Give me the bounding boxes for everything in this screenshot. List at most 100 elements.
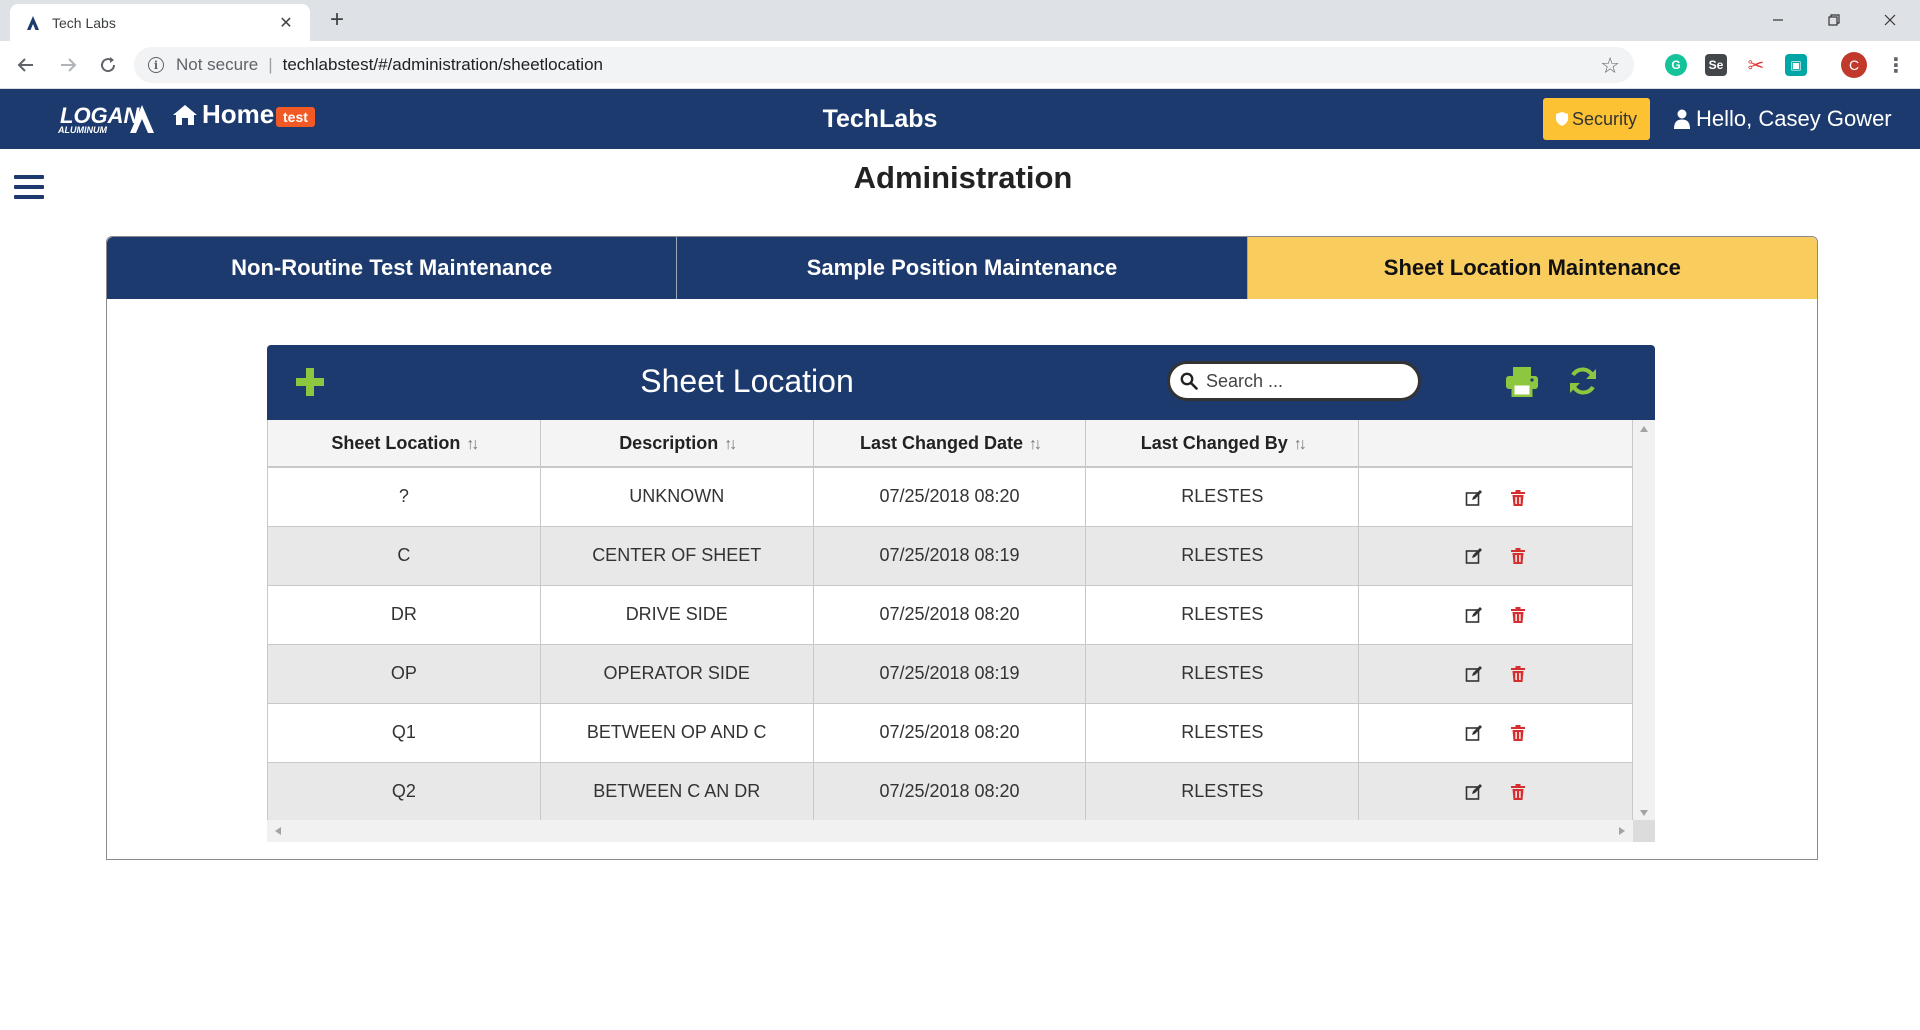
reload-icon[interactable]	[94, 51, 122, 79]
table-row[interactable]: OP OPERATOR SIDE 07/25/2018 08:19 RLESTES	[267, 644, 1633, 704]
edit-icon[interactable]	[1465, 489, 1483, 507]
tab-sheet-location-maintenance[interactable]: Sheet Location Maintenance	[1247, 237, 1817, 299]
cell-last-changed-by: RLESTES	[1085, 526, 1360, 586]
scissors-icon[interactable]: ✂	[1747, 54, 1765, 77]
cell-last-changed-date: 07/25/2018 08:20	[813, 762, 1087, 822]
search-input[interactable]	[1206, 370, 1396, 392]
back-arrow-icon[interactable]	[12, 51, 40, 79]
delete-icon[interactable]	[1509, 489, 1527, 507]
vertical-scrollbar[interactable]	[1633, 420, 1655, 820]
delete-icon[interactable]	[1509, 547, 1527, 565]
table-row[interactable]: Q1 BETWEEN OP AND C 07/25/2018 08:20 RLESTE…	[267, 703, 1633, 763]
cell-actions	[1358, 762, 1633, 822]
selenium-icon[interactable]: Se	[1705, 54, 1727, 76]
close-tab-icon[interactable]: ✕	[279, 14, 293, 32]
browser-tabstrip: Tech Labs ✕ +	[0, 0, 1920, 41]
user-greeting[interactable]: Hello, Casey Gower	[1674, 106, 1892, 132]
profile-avatar[interactable]: C	[1841, 52, 1867, 78]
column-header-last-changed-date[interactable]: Last Changed Date ↑↓	[813, 420, 1087, 468]
cell-last-changed-date: 07/25/2018 08:19	[813, 644, 1087, 704]
delete-icon[interactable]	[1509, 606, 1527, 624]
scroll-right-arrow-icon[interactable]	[1619, 827, 1625, 835]
table-row[interactable]: ? UNKNOWN 07/25/2018 08:20 RLESTES	[267, 467, 1633, 527]
cell-sheet-location: ?	[267, 467, 541, 527]
search-box[interactable]	[1167, 361, 1421, 401]
cell-actions	[1358, 703, 1633, 763]
hamburger-menu-icon[interactable]	[14, 175, 44, 201]
cell-actions	[1358, 467, 1633, 527]
column-header-actions	[1358, 420, 1633, 468]
cell-sheet-location: Q2	[267, 762, 541, 822]
add-icon[interactable]	[295, 367, 325, 397]
sheet-location-grid: Sheet Location	[267, 345, 1655, 845]
table-header-row: Sheet Location ↑↓ Description ↑↓ Last Chan…	[267, 420, 1633, 468]
refresh-icon[interactable]	[1567, 365, 1599, 397]
delete-icon[interactable]	[1509, 724, 1527, 742]
search-icon	[1180, 372, 1198, 390]
scroll-up-arrow-icon[interactable]	[1640, 426, 1648, 432]
tab-sample-position-maintenance[interactable]: Sample Position Maintenance	[677, 237, 1248, 299]
table-row[interactable]: DR DRIVE SIDE 07/25/2018 08:20 RLESTES	[267, 585, 1633, 645]
sheet-location-table: Sheet Location ↑↓ Description ↑↓ Last Chan…	[267, 420, 1633, 822]
window-close-icon[interactable]	[1862, 0, 1918, 40]
cell-last-changed-by: RLESTES	[1085, 762, 1360, 822]
admin-tabs: Non-Routine Test Maintenance Sample Posi…	[107, 237, 1817, 299]
minimize-icon[interactable]	[1750, 0, 1806, 40]
app-title: TechLabs	[822, 105, 938, 133]
edit-icon[interactable]	[1465, 724, 1483, 742]
delete-icon[interactable]	[1509, 665, 1527, 683]
cell-description: BETWEEN OP AND C	[540, 703, 814, 763]
cell-sheet-location: Q1	[267, 703, 541, 763]
cell-sheet-location: DR	[267, 585, 541, 645]
address-bar[interactable]: i Not secure | techlabstest/#/administra…	[134, 47, 1634, 83]
edit-icon[interactable]	[1465, 606, 1483, 624]
administration-panel: Non-Routine Test Maintenance Sample Posi…	[106, 236, 1818, 860]
forward-arrow-icon[interactable]	[54, 51, 82, 79]
browser-menu-icon[interactable]: ⋮	[1886, 54, 1906, 77]
browser-tab[interactable]: Tech Labs ✕	[10, 4, 310, 41]
cell-last-changed-date: 07/25/2018 08:20	[813, 467, 1087, 527]
logan-aluminum-logo[interactable]: LOGAN ALUMINUM	[56, 101, 156, 137]
sort-icon[interactable]: ↑↓	[1293, 435, 1307, 453]
delete-icon[interactable]	[1509, 783, 1527, 801]
cell-actions	[1358, 585, 1633, 645]
scroll-down-arrow-icon[interactable]	[1640, 810, 1648, 816]
print-icon[interactable]	[1505, 365, 1539, 397]
page-title: Administration	[853, 160, 1073, 195]
cell-description: DRIVE SIDE	[540, 585, 814, 645]
greeting-text: Hello, Casey Gower	[1696, 106, 1892, 131]
cell-last-changed-by: RLESTES	[1085, 467, 1360, 527]
extension-icon[interactable]: ▣	[1785, 54, 1807, 76]
edit-icon[interactable]	[1465, 665, 1483, 683]
restore-icon[interactable]	[1806, 0, 1862, 40]
security-label: Security	[1571, 108, 1638, 129]
scroll-left-arrow-icon[interactable]	[275, 827, 281, 835]
user-icon	[1674, 109, 1690, 129]
tab-non-routine-test-maintenance[interactable]: Non-Routine Test Maintenance	[107, 237, 678, 299]
grammarly-icon[interactable]: G	[1665, 54, 1687, 76]
edit-icon[interactable]	[1465, 783, 1483, 801]
bookmark-star-icon[interactable]: ☆	[1600, 53, 1620, 78]
home-link[interactable]: Home	[172, 99, 274, 130]
sort-icon[interactable]: ↑↓	[1029, 435, 1042, 453]
horizontal-scrollbar[interactable]	[267, 820, 1633, 842]
info-icon[interactable]: i	[148, 57, 164, 73]
cell-description: UNKNOWN	[540, 467, 814, 527]
security-button[interactable]: Security	[1543, 98, 1650, 140]
sort-icon[interactable]: ↑↓	[466, 435, 479, 453]
table-row[interactable]: C CENTER OF SHEET 07/25/2018 08:19 RLESTES	[267, 526, 1633, 586]
cell-last-changed-date: 07/25/2018 08:20	[813, 703, 1087, 763]
column-header-last-changed-by[interactable]: Last Changed By ↑↓	[1085, 420, 1360, 468]
edit-icon[interactable]	[1465, 547, 1483, 565]
column-header-description[interactable]: Description ↑↓	[540, 420, 814, 468]
cell-last-changed-date: 07/25/2018 08:20	[813, 585, 1087, 645]
sort-icon[interactable]: ↑↓	[724, 435, 737, 453]
logo-text: LOGAN	[60, 103, 141, 128]
app-header: LOGAN ALUMINUM Home test TechLabs Securi…	[0, 89, 1920, 149]
home-label: Home	[202, 99, 275, 129]
home-icon	[173, 104, 197, 125]
table-row[interactable]: Q2 BETWEEN C AN DR 07/25/2018 08:20 RLESTES	[267, 762, 1633, 822]
column-header-sheet-location[interactable]: Sheet Location ↑↓	[267, 420, 541, 468]
new-tab-button[interactable]: +	[329, 6, 344, 33]
cell-last-changed-by: RLESTES	[1085, 585, 1360, 645]
